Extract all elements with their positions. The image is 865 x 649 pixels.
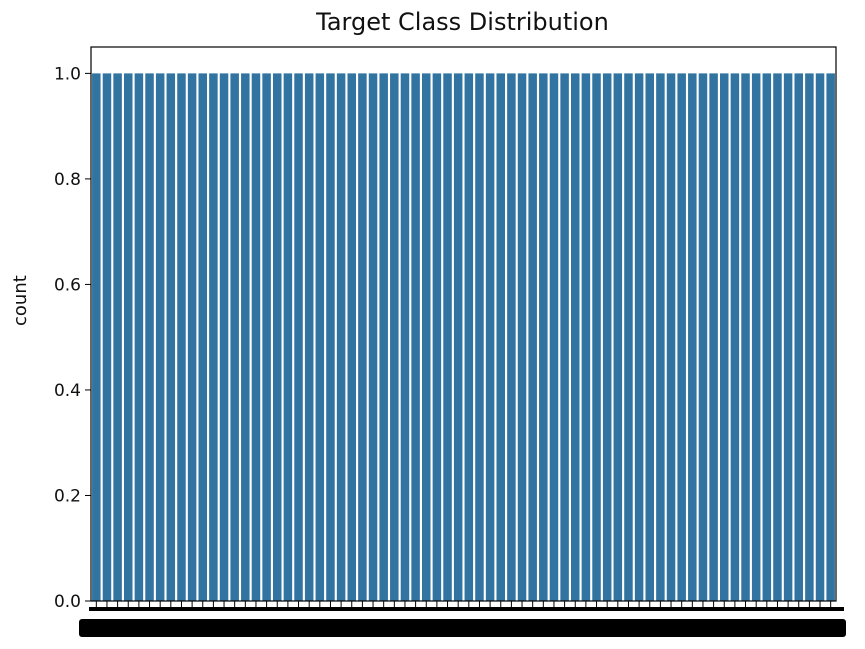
- bar: [134, 73, 144, 601]
- y-tick-label: 0.4: [54, 381, 81, 401]
- bar: [102, 73, 112, 601]
- bar: [783, 73, 793, 601]
- bar: [485, 73, 495, 601]
- bar: [443, 73, 452, 601]
- bar: [283, 73, 293, 601]
- bar: [241, 73, 250, 601]
- bar: [656, 73, 665, 601]
- bar: [336, 73, 346, 601]
- bar: [464, 73, 474, 601]
- bar: [634, 73, 644, 601]
- bar: [762, 73, 772, 601]
- bar: [549, 73, 559, 601]
- bar: [730, 73, 740, 601]
- bar: [528, 73, 537, 601]
- bar: [645, 73, 654, 601]
- bar: [475, 73, 484, 601]
- bar: [326, 73, 335, 601]
- bar: [123, 73, 133, 601]
- bar: [826, 73, 835, 601]
- bar: [613, 73, 623, 601]
- bar: [560, 73, 569, 601]
- bar: [581, 73, 591, 601]
- bar: [219, 73, 229, 601]
- bar: [92, 73, 101, 601]
- bar: [379, 73, 388, 601]
- bar: [496, 73, 505, 601]
- bar: [358, 73, 367, 601]
- y-axis-label: count: [10, 275, 31, 326]
- bar: [347, 73, 356, 601]
- y-tick-label: 0.6: [54, 275, 81, 295]
- bar: [602, 73, 612, 601]
- bar: [113, 73, 122, 601]
- bar: [570, 73, 580, 601]
- bar: [805, 73, 814, 601]
- bar: [145, 73, 154, 601]
- bar: [794, 73, 803, 601]
- bar: [666, 73, 676, 601]
- bar: [432, 73, 442, 601]
- bar: [294, 73, 303, 601]
- bar: [751, 73, 761, 601]
- y-axis: 0.0 0.2 0.4 0.6 0.8 1.0: [54, 64, 91, 612]
- bar: [741, 73, 750, 601]
- x-axis: [79, 601, 846, 637]
- bar: [719, 73, 729, 601]
- bar: [272, 73, 282, 601]
- x-tick-labels-overlap: [79, 619, 846, 637]
- y-tick-label: 1.0: [54, 64, 81, 84]
- bar: [773, 73, 782, 601]
- y-tick-label: 0.0: [54, 592, 81, 612]
- bar: [155, 73, 165, 601]
- bar: [539, 73, 548, 601]
- bar: [592, 73, 601, 601]
- bar: [421, 73, 431, 601]
- bar: [507, 73, 516, 601]
- bar: [517, 73, 527, 601]
- x-tick-band: [89, 607, 844, 611]
- bar: [198, 73, 207, 601]
- y-tick-label: 0.2: [54, 486, 81, 506]
- bar: [411, 73, 420, 601]
- bar: [368, 73, 378, 601]
- bar: [251, 73, 261, 601]
- bar: [709, 73, 718, 601]
- bar: [230, 73, 239, 601]
- bar: [209, 73, 218, 601]
- bar: [400, 73, 410, 601]
- bar: [698, 73, 708, 601]
- bar: [315, 73, 325, 601]
- bar: [166, 73, 176, 601]
- bar: [453, 73, 463, 601]
- chart-title: Target Class Distribution: [316, 8, 609, 36]
- bar: [304, 73, 314, 601]
- plot-frame: [90, 46, 837, 602]
- y-tick-label: 0.8: [54, 170, 81, 190]
- bar: [177, 73, 186, 601]
- bar: [187, 73, 197, 601]
- bar: [688, 73, 697, 601]
- bar: [390, 73, 399, 601]
- bar: [262, 73, 271, 601]
- bar: [815, 73, 825, 601]
- bar: [677, 73, 686, 601]
- bars-group: [92, 73, 835, 601]
- bar: [624, 73, 633, 601]
